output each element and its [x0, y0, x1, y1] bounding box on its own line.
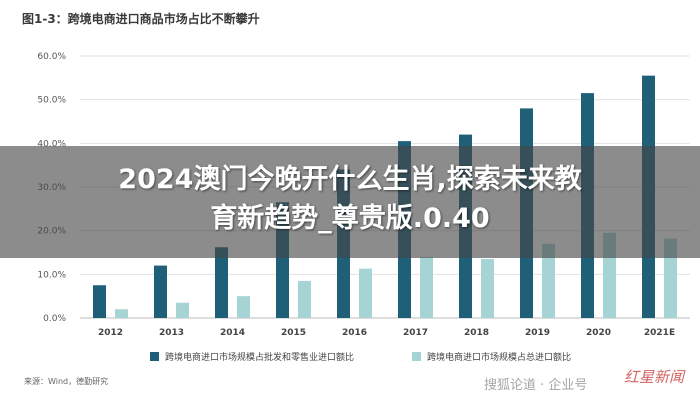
chart-legend: 跨境电商进口市场规模占批发和零售业进口额比 跨境电商进口市场规模占总进口额比	[150, 350, 571, 363]
overlay-banner	[0, 146, 700, 258]
bar-series2	[115, 309, 128, 318]
figure-title: 图1-3：跨境电商进口商品市场占比不断攀升	[22, 12, 260, 26]
x-tick-label: 2014	[220, 328, 245, 338]
overlay-headline-line1: 2024澳门今晚开什么生肖,探索未来教	[118, 164, 582, 195]
bar-series2	[359, 268, 372, 318]
watermark-text: 搜狐论道 · 企业号	[484, 378, 588, 393]
bar-series2	[542, 243, 555, 318]
legend-swatch-series2	[412, 352, 422, 361]
watermark-brand: 红星新闻	[624, 368, 685, 386]
x-tick-label: 2017	[403, 328, 428, 338]
x-tick-label: 2016	[342, 328, 367, 338]
bar-series2	[298, 280, 311, 318]
y-tick-label: 50.0%	[37, 96, 66, 106]
y-tick-label: 40.0%	[37, 139, 66, 149]
bar-series1	[154, 265, 167, 318]
bar-series2	[176, 302, 189, 318]
legend-item-series1: 跨境电商进口市场规模占批发和零售业进口额比	[150, 350, 354, 363]
x-tick-label: 2019	[525, 328, 550, 338]
x-tick-label: 2021E	[644, 328, 675, 338]
source-note: 来源：Wind，德勤研究	[24, 377, 109, 386]
overlay-headline-line2: 育新趋势_尊贵版.0.40	[210, 203, 490, 234]
x-tick-label: 2012	[98, 328, 123, 338]
bar-series2	[237, 296, 250, 318]
bar-series2	[664, 238, 677, 318]
bar-series2	[420, 256, 433, 318]
legend-label-series2: 跨境电商进口市场规模占总进口额比	[427, 353, 572, 363]
x-tick-label: 2020	[586, 328, 611, 338]
legend-item-series2: 跨境电商进口市场规模占总进口额比	[412, 350, 571, 363]
legend-swatch-series1	[150, 352, 159, 361]
x-tick-label: 2013	[159, 328, 184, 338]
y-tick-label: 10.0%	[37, 270, 66, 280]
overlay-headline: 2024澳门今晚开什么生肖,探索未来教 育新趋势_尊贵版.0.40	[40, 160, 660, 238]
legend-label-series1: 跨境电商进口市场规模占批发和零售业进口额比	[165, 353, 355, 363]
bar-series1	[93, 285, 106, 318]
y-tick-label: 0.0%	[43, 314, 66, 324]
x-tick-label: 2018	[464, 328, 489, 338]
y-tick-label: 60.0%	[37, 52, 66, 62]
x-tick-label: 2015	[281, 328, 306, 338]
bar-series2	[481, 259, 494, 318]
bar-series1	[215, 247, 228, 318]
